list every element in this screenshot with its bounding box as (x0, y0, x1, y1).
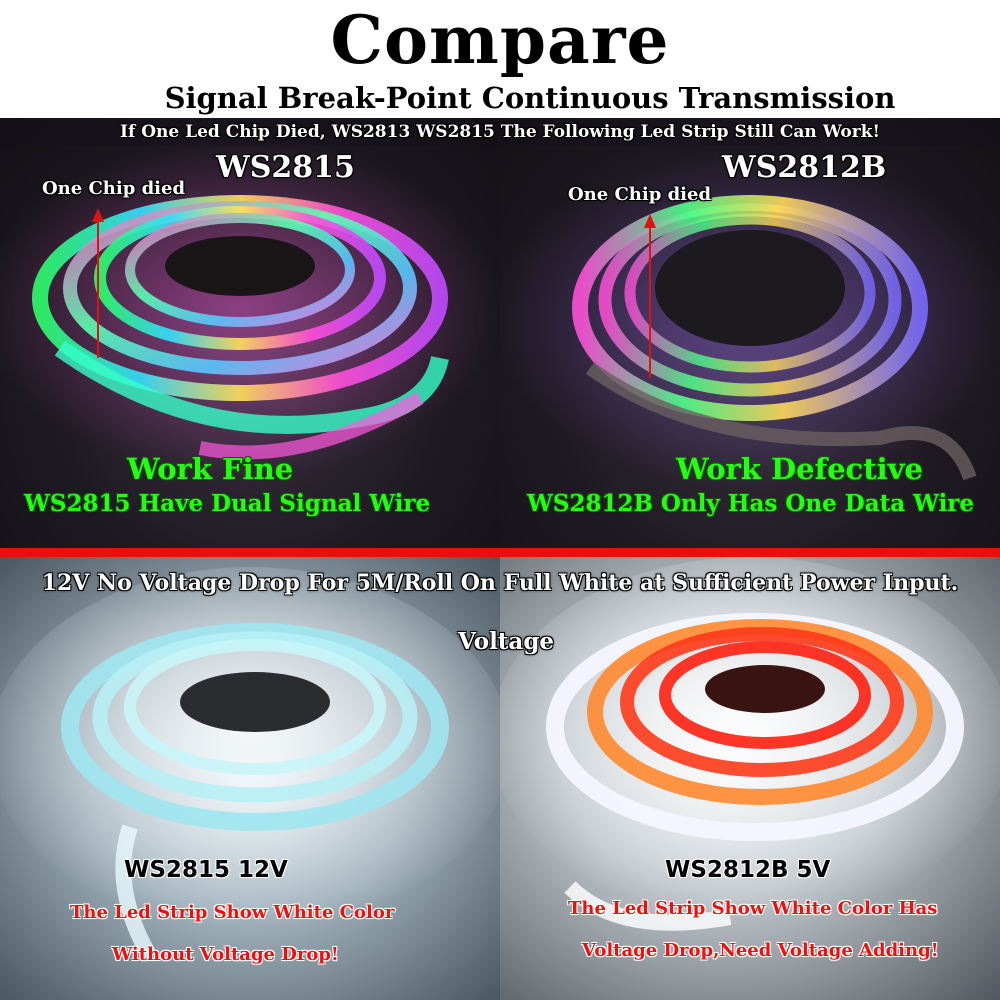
page-title: Compare (330, 1, 670, 79)
voltage-note: 12V No Voltage Drop For 5M/Roll On Full … (41, 570, 959, 596)
chip-died-label-left: One Chip died (42, 178, 186, 199)
desc-one-data-wire: WS2812B Only Has One Data Wire (527, 490, 975, 517)
label-ws2812b: WS2812B (722, 150, 887, 185)
drop-line2: Voltage Drop,Need Voltage Adding! (582, 940, 939, 961)
voltage-label: Voltage (458, 628, 555, 655)
section-divider (0, 548, 1000, 557)
label-ws2815-12v: WS2815 12V (124, 857, 288, 883)
no-drop-line1: The Led Strip Show White Color (70, 902, 395, 923)
photo-ws2815-rainbow (0, 118, 500, 550)
page-subtitle: Signal Break-Point Continuous Transmissi… (164, 81, 896, 115)
photo-ws2812b-voltage-drop (500, 557, 1000, 1000)
label-ws2812b-5v: WS2812B 5V (665, 857, 831, 883)
desc-dual-signal: WS2815 Have Dual Signal Wire (24, 490, 431, 517)
no-drop-line2: Without Voltage Drop! (112, 944, 339, 965)
drop-line1: The Led Strip Show White Color Has (568, 898, 938, 919)
top-banner-background (0, 120, 1000, 146)
status-work-defective: Work Defective (676, 452, 923, 486)
status-work-fine: Work Fine (127, 452, 294, 486)
signal-note: If One Led Chip Died, WS2813 WS2815 The … (120, 122, 880, 142)
chip-died-label-right: One Chip died (568, 184, 712, 205)
led-coil-rainbow-right (500, 148, 1000, 488)
led-coil-white-left (0, 567, 500, 961)
photo-ws2812b-rainbow (500, 118, 1000, 550)
label-ws2815: WS2815 (216, 150, 355, 185)
photo-ws2815-white (0, 557, 500, 1000)
led-coil-rainbow-left (0, 138, 500, 478)
led-coil-voltage-drop-right (500, 557, 1000, 931)
